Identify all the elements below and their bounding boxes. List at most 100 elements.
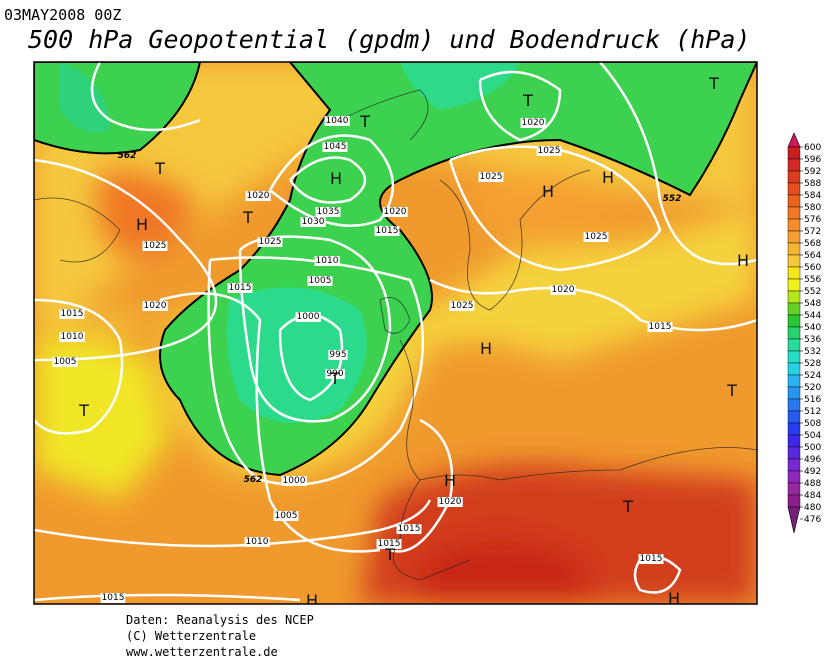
isobar-label-bg (325, 369, 345, 379)
pressure-center: T (622, 497, 633, 516)
colorbar-label: 512 (804, 407, 821, 417)
colorbar-swatch (787, 398, 801, 412)
colorbar-swatch (787, 314, 801, 328)
isobar-label-bg (227, 283, 253, 293)
colorbar-swatch (787, 326, 801, 340)
colorbar-label: 596 (804, 155, 821, 165)
isobar-label: 1010 (61, 332, 84, 342)
isobar-label: 1015 (640, 554, 663, 564)
colorbar-label: 568 (804, 239, 821, 249)
isobar-label-bg (449, 301, 475, 311)
footer-url: www.wetterzentrale.de (126, 645, 278, 659)
colorbar-label: 504 (804, 431, 821, 441)
colorbar-label: 592 (804, 167, 821, 177)
colorbar-label: 488 (804, 479, 821, 489)
colorbar-label: 588 (804, 179, 821, 189)
pressure-center: T (708, 74, 719, 93)
isobar-label-bg (647, 322, 673, 332)
isobar-label-bg (536, 146, 562, 156)
colorbar-label: 500 (804, 443, 821, 453)
colorbar-label: 524 (804, 371, 821, 381)
isobar-label-bg (59, 309, 85, 319)
isobar-label-bg (307, 276, 333, 286)
colorbar-label: 516 (804, 395, 821, 405)
colorbar-label: 528 (804, 359, 821, 369)
isobar-label-bg (322, 142, 348, 152)
colorbar-label: 600 (804, 143, 821, 153)
pressure-center: H (602, 168, 614, 187)
pressure-center: T (522, 91, 533, 110)
colorbar-swatch (787, 182, 801, 196)
isobar-label: 1025 (585, 232, 608, 242)
footer-source: Daten: Reanalysis des NCEP (126, 613, 314, 627)
isobar-label-bg (142, 301, 168, 311)
isobar-label: 1020 (247, 191, 270, 201)
isobar-label: 1025 (144, 241, 167, 251)
isobar-label-bg (300, 217, 326, 227)
pressure-center: T (329, 369, 340, 388)
colorbar-label: 532 (804, 347, 821, 357)
isobar-label: 1010 (316, 256, 339, 266)
geopotential-label: 562 (118, 151, 137, 161)
colorbar-label: 576 (804, 215, 821, 225)
colorbar-label: 536 (804, 335, 821, 345)
isobar-label: 995 (329, 350, 346, 360)
colorbar-swatch (787, 434, 801, 448)
pressure-center: T (242, 208, 253, 227)
isobar-label-bg (396, 524, 422, 534)
colorbar-cap (787, 132, 801, 148)
colorbar-label: 580 (804, 203, 821, 213)
colorbar-swatch (787, 290, 801, 304)
isobar-label: 1045 (324, 142, 347, 152)
isobar-label-bg (245, 191, 271, 201)
isobar-label-bg (382, 207, 408, 217)
pressure-center: H (668, 589, 680, 608)
isobar-label: 1025 (480, 172, 503, 182)
colorbar-label: 560 (804, 263, 821, 273)
colorbar-label: 552 (804, 287, 821, 297)
colorbar-swatch (787, 482, 801, 496)
pressure-center: T (359, 112, 370, 131)
colorbar-swatch (787, 158, 801, 172)
colorbar-label: 520 (804, 383, 821, 393)
colorbar-label: 564 (804, 251, 821, 261)
isobar-label-bg (376, 539, 402, 549)
isobar-label: 1015 (102, 593, 125, 603)
isobar-label: 1040 (326, 116, 349, 126)
isobar-label: 1015 (229, 283, 252, 293)
pressure-center: H (737, 251, 749, 270)
colorbar-label: 572 (804, 227, 821, 237)
colorbar-label: 544 (804, 311, 821, 321)
isobar-label-bg (315, 207, 341, 217)
colorbar-swatch (787, 494, 801, 508)
colorbar-swatch (787, 218, 801, 232)
colorbar-cap (787, 506, 801, 534)
isobar-label: 1005 (275, 511, 298, 521)
colorbar-label: 480 (804, 503, 821, 513)
isobar-label-bg (295, 312, 321, 322)
isobar-label-bg (52, 357, 78, 367)
isobar-label: 1000 (297, 312, 320, 322)
colorbar-swatch (787, 266, 801, 280)
colorbar-swatch (787, 470, 801, 484)
isobar-label-bg (437, 497, 463, 507)
isobars (34, 62, 757, 602)
isobar-label-bg (314, 256, 340, 266)
colorbar-swatch (787, 374, 801, 388)
pressure-center: H (136, 215, 148, 234)
isobar-label: 1015 (378, 539, 401, 549)
isobar-label-bg (142, 241, 168, 251)
isobar-label: 1015 (376, 226, 399, 236)
isobar-label-bg (281, 476, 307, 486)
geopotential-label: 562 (244, 475, 263, 485)
isobar-label: 1020 (439, 497, 462, 507)
isobar-label: 1025 (451, 301, 474, 311)
colorbar-swatch (787, 146, 801, 160)
isobar-label-bg (638, 554, 664, 564)
isobar-label-bg (328, 350, 348, 360)
colorbar-label: 540 (804, 323, 821, 333)
